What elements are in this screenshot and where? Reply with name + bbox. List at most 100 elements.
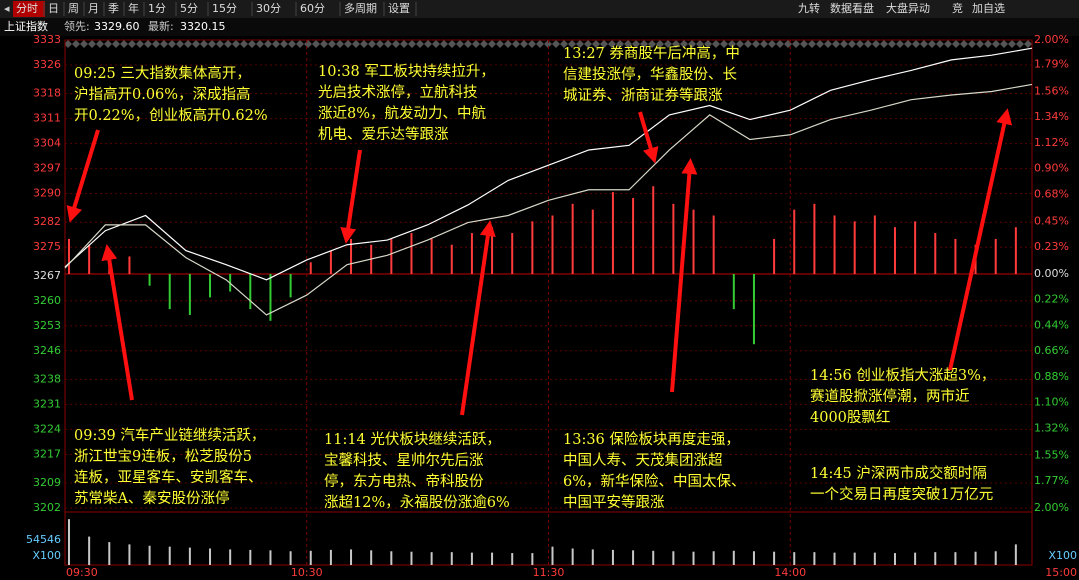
volume-bar bbox=[410, 551, 413, 565]
tab[interactable]: 多周期 bbox=[344, 1, 377, 15]
arrow bbox=[670, 158, 698, 393]
annotation: 机电、爱乐达等跟涨 bbox=[318, 125, 449, 143]
breadth-bar bbox=[551, 215, 554, 274]
breadth-bar bbox=[128, 256, 131, 274]
volume-bar bbox=[954, 552, 957, 565]
y2-tick-label: 0.66% bbox=[1034, 344, 1069, 357]
tab[interactable]: 加自选 bbox=[972, 2, 1005, 15]
y2-tick-label: 1.56% bbox=[1034, 84, 1069, 97]
annotation: 10:38 军工板块持续拉升， bbox=[318, 62, 495, 80]
annotation: 停，东方电热、帝科股份 bbox=[324, 473, 484, 490]
y2-tick-label: 1.12% bbox=[1034, 136, 1069, 149]
y-tick-label: 3246 bbox=[33, 344, 61, 357]
volume-unit: X100 bbox=[32, 549, 61, 562]
volume-bar bbox=[430, 552, 433, 565]
volume-bar bbox=[813, 552, 816, 565]
volume-bar bbox=[309, 550, 312, 565]
volume-bar bbox=[390, 551, 393, 565]
tab[interactable]: 30分 bbox=[256, 2, 281, 15]
annotation: 一个交易日再度突破1万亿元 bbox=[810, 485, 993, 503]
annotation: 开0.22%，创业板高开0.62% bbox=[74, 106, 268, 124]
tab[interactable]: 60分 bbox=[300, 2, 325, 15]
tab[interactable]: 年 bbox=[128, 1, 139, 15]
annotation: 14:45 沪深两市成交额时隔 bbox=[810, 464, 987, 482]
breadth-bar bbox=[793, 209, 796, 274]
volume-bar bbox=[470, 552, 473, 565]
volume-bar bbox=[853, 552, 856, 565]
volume-bar bbox=[732, 550, 735, 565]
tab[interactable]: 九转 bbox=[798, 1, 820, 15]
arrow bbox=[66, 129, 100, 223]
volume-unit-right: X100 bbox=[1048, 549, 1077, 562]
tab[interactable]: 5分 bbox=[180, 2, 198, 15]
y-tick-label: 3267 bbox=[33, 269, 61, 282]
tab[interactable]: 大盘异动 bbox=[886, 1, 930, 15]
y-tick-label: 3202 bbox=[33, 501, 61, 514]
y2-tick-label: 0.22% bbox=[1034, 293, 1069, 306]
y2-tick-label: 1.10% bbox=[1034, 396, 1069, 409]
toolbar bbox=[0, 0, 1079, 18]
tab[interactable]: 1分 bbox=[148, 2, 166, 15]
breadth-bar bbox=[249, 274, 252, 310]
tab[interactable]: 分时 bbox=[16, 2, 38, 15]
annotation: 信建投涨停，华鑫股份、长 bbox=[563, 65, 737, 83]
volume-bar bbox=[88, 536, 91, 565]
tab[interactable]: 月 bbox=[88, 2, 99, 15]
breadth-bar bbox=[309, 262, 312, 274]
diamond-strip bbox=[65, 40, 1032, 48]
volume-bar bbox=[249, 549, 252, 565]
volume-bar bbox=[491, 552, 494, 565]
y2-tick-label: 1.79% bbox=[1034, 58, 1069, 71]
volume-bar bbox=[873, 552, 876, 565]
breadth-bar bbox=[672, 203, 675, 274]
arrow bbox=[101, 244, 134, 401]
volume-bar bbox=[893, 553, 896, 565]
breadth-bar bbox=[591, 209, 594, 274]
volume-bar bbox=[229, 549, 232, 565]
y2-tick-label: 2.00% bbox=[1034, 501, 1069, 514]
y-tick-label: 3275 bbox=[33, 240, 61, 253]
breadth-bar bbox=[652, 186, 655, 274]
breadth-bar bbox=[632, 197, 635, 274]
y-tick-label: 3238 bbox=[33, 372, 61, 385]
tab[interactable]: 竞 bbox=[952, 1, 963, 15]
volume-bar bbox=[632, 550, 635, 565]
tab[interactable]: 周 bbox=[68, 2, 79, 15]
annotation: 4000股飘红 bbox=[810, 409, 890, 426]
y-tick-label: 3333 bbox=[33, 33, 61, 46]
volume-bar bbox=[833, 552, 836, 565]
annotation: 11:14 光伏板块继续活跃， bbox=[324, 430, 501, 448]
breadth-bar bbox=[88, 244, 91, 274]
arrow bbox=[460, 220, 496, 416]
breadth-bar bbox=[833, 215, 836, 274]
y2-tick-label: 0.45% bbox=[1034, 214, 1069, 227]
x-tick-label: 11:30 bbox=[533, 566, 565, 579]
y-tick-label: 3318 bbox=[33, 87, 61, 100]
annotation: 赛道股掀涨停潮，两市近 bbox=[810, 388, 970, 405]
breadth-bar bbox=[813, 203, 816, 274]
tab[interactable]: 15分 bbox=[212, 2, 237, 15]
breadth-bar bbox=[873, 215, 876, 274]
volume-bar bbox=[350, 549, 353, 565]
tab[interactable]: 日 bbox=[48, 2, 59, 15]
volume-bar bbox=[269, 550, 272, 565]
tab[interactable]: 季 bbox=[108, 2, 119, 15]
breadth-bar bbox=[511, 233, 514, 274]
breadth-bar bbox=[430, 238, 433, 274]
tab[interactable]: 设置 bbox=[388, 2, 410, 15]
breadth-bar bbox=[450, 244, 453, 274]
tab[interactable]: 数据看盘 bbox=[830, 1, 874, 15]
volume-bar bbox=[752, 551, 755, 565]
header-lead-value: 3329.60 bbox=[94, 20, 140, 33]
icon: ◂ bbox=[4, 2, 10, 15]
annotation: 光启技术涨停，立航科技 bbox=[318, 84, 478, 101]
volume-bar bbox=[68, 519, 70, 565]
annotation: 沪指高开0.06%，深成指高 bbox=[74, 86, 251, 103]
annotation: 城证券、浙商证券等跟涨 bbox=[563, 86, 723, 104]
x-tick-label: 09:30 bbox=[66, 566, 98, 579]
price-line bbox=[64, 83, 1033, 316]
y2-tick-label: 0.23% bbox=[1034, 240, 1069, 253]
breadth-bar bbox=[188, 274, 191, 315]
x-tick-label: 14:00 bbox=[774, 566, 806, 579]
volume-bar bbox=[108, 542, 111, 565]
